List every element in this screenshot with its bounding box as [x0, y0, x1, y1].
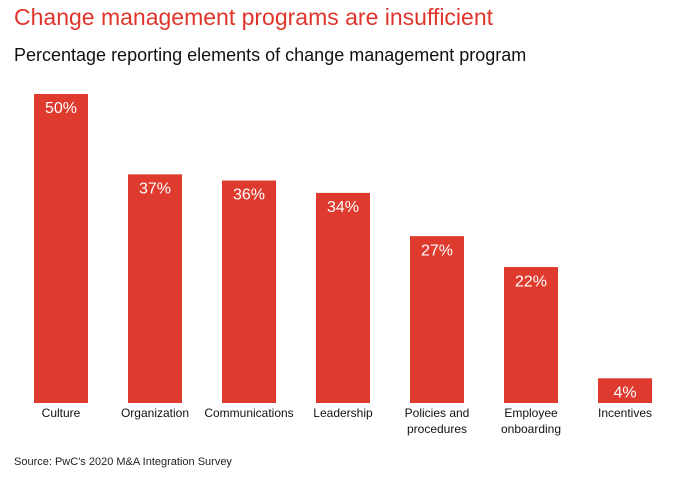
value-label: 4% — [613, 384, 636, 401]
x-tick-label: Organization — [121, 406, 189, 420]
bar — [34, 94, 88, 403]
bar — [410, 236, 464, 403]
x-tick-label: Communications — [204, 406, 293, 420]
value-label: 37% — [139, 181, 171, 198]
value-label: 22% — [515, 273, 547, 290]
bar — [128, 174, 182, 403]
bar — [316, 192, 370, 403]
x-tick-label: Culture — [42, 406, 81, 420]
x-tick-label: Employee onboarding — [501, 406, 561, 436]
bar — [504, 267, 558, 403]
value-label: 34% — [327, 199, 359, 216]
bar — [222, 180, 276, 403]
chart-subtitle: Percentage reporting elements of change … — [14, 45, 526, 65]
value-label: 27% — [421, 242, 453, 259]
bar — [598, 378, 652, 403]
source-note: Source: PwC's 2020 M&A Integration Surve… — [14, 456, 232, 468]
x-tick-label: Incentives — [598, 406, 652, 420]
value-label: 50% — [45, 100, 77, 117]
x-tick-label: Leadership — [313, 406, 373, 420]
chart-title: Change management programs are insuffici… — [14, 4, 494, 30]
x-tick-label: Policies and procedures — [405, 406, 470, 436]
value-label: 36% — [233, 187, 265, 204]
